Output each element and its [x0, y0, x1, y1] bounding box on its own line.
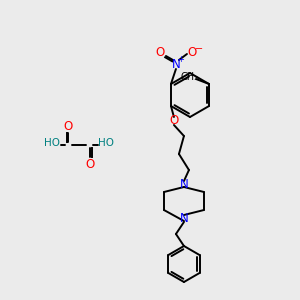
Text: N: N	[172, 58, 180, 70]
Text: O: O	[187, 46, 196, 59]
Text: −: −	[195, 44, 203, 54]
Text: O: O	[85, 158, 94, 170]
Text: N: N	[180, 178, 188, 190]
Text: O: O	[63, 119, 73, 133]
Text: HO: HO	[98, 138, 114, 148]
Text: N: N	[180, 212, 188, 224]
Text: O: O	[155, 46, 165, 59]
Text: +: +	[178, 56, 184, 64]
Text: CH₃: CH₃	[181, 72, 199, 82]
Text: O: O	[169, 115, 178, 128]
Text: HO: HO	[44, 138, 60, 148]
